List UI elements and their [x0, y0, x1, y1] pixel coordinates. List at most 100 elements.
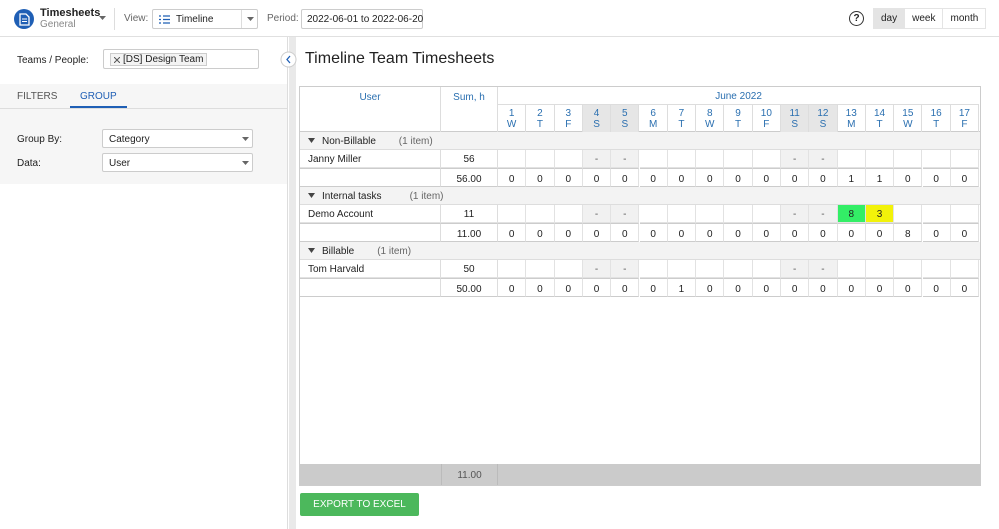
day-cell[interactable] [894, 260, 923, 278]
day-cell[interactable] [752, 205, 781, 223]
day-cell[interactable] [724, 150, 753, 168]
period-input[interactable]: 2022-06-01 to 2022-06-20 [301, 9, 423, 29]
group-row[interactable]: Internal tasks (1 item) [300, 187, 980, 205]
range-button[interactable]: month [942, 9, 985, 28]
day-cell[interactable]: - [809, 150, 838, 168]
total-day: 0 [554, 168, 583, 187]
total-day: 0 [724, 278, 753, 297]
day-cell[interactable] [639, 205, 668, 223]
teams-label: Teams / People: [17, 55, 89, 66]
day-cell[interactable]: - [611, 260, 640, 278]
day-cell[interactable] [724, 205, 753, 223]
day-cell[interactable]: - [809, 205, 838, 223]
day-cell[interactable]: - [781, 260, 810, 278]
total-day: 0 [667, 223, 697, 242]
day-cell[interactable] [950, 150, 980, 168]
help-button[interactable]: ? [849, 11, 864, 26]
day-cell[interactable] [724, 260, 753, 278]
day-cell[interactable] [526, 260, 555, 278]
total-day: 0 [837, 278, 866, 297]
day-cell[interactable] [894, 205, 923, 223]
day-cell[interactable] [865, 260, 895, 278]
total-day: 0 [781, 168, 810, 187]
total-day: 0 [752, 168, 781, 187]
day-cell[interactable]: - [582, 150, 612, 168]
day-cell[interactable] [554, 205, 583, 223]
day-cell[interactable] [667, 260, 697, 278]
day-cell[interactable]: - [611, 205, 640, 223]
day-cell[interactable]: - [781, 150, 810, 168]
collapse-button[interactable] [280, 51, 297, 68]
total-day: 0 [498, 168, 527, 187]
day-of-week: S [791, 119, 798, 130]
day-cell[interactable]: - [781, 205, 810, 223]
total-day: 0 [865, 278, 895, 297]
app-title[interactable]: Timesheets [40, 7, 101, 19]
day-cell[interactable] [922, 205, 951, 223]
export-button[interactable]: EXPORT TO EXCEL [300, 493, 419, 516]
day-cell[interactable] [922, 260, 951, 278]
day-cell[interactable] [554, 260, 583, 278]
expand-toggle[interactable] [308, 193, 316, 199]
day-cell[interactable] [752, 150, 781, 168]
teams-input[interactable]: [DS] Design Team [103, 49, 259, 69]
expand-toggle[interactable] [308, 138, 316, 144]
total-day: 0 [582, 223, 612, 242]
total-day: 8 [894, 223, 923, 242]
range-button[interactable]: week [904, 9, 942, 28]
app-icon[interactable] [13, 8, 35, 30]
day-cell[interactable] [667, 150, 697, 168]
sum-cell: 56 [441, 150, 498, 168]
team-tag[interactable]: [DS] Design Team [110, 53, 208, 66]
day-cell[interactable] [950, 260, 980, 278]
data-select[interactable]: User [102, 153, 253, 172]
day-cell[interactable] [498, 260, 527, 278]
day-cell[interactable] [639, 260, 668, 278]
tag-remove[interactable] [114, 57, 120, 63]
day-cell[interactable]: - [809, 260, 838, 278]
day-cell[interactable] [894, 150, 923, 168]
day-cell[interactable]: 3 [865, 205, 895, 223]
day-of-week: W [705, 119, 715, 130]
day-cell[interactable] [696, 205, 725, 223]
day-cell[interactable] [837, 260, 866, 278]
group-row[interactable]: Billable (1 item) [300, 242, 980, 260]
day-cell[interactable] [696, 260, 725, 278]
total-day: 0 [611, 223, 640, 242]
day-cell[interactable] [837, 150, 866, 168]
app-caret[interactable] [99, 16, 107, 22]
expand-toggle[interactable] [308, 248, 316, 254]
day-cell[interactable] [526, 205, 555, 223]
data-value: User [109, 158, 131, 169]
day-cell[interactable] [498, 150, 527, 168]
tab[interactable]: GROUP [70, 84, 127, 108]
day-cell[interactable] [696, 150, 725, 168]
day-cell[interactable] [950, 205, 980, 223]
day-cell[interactable] [922, 150, 951, 168]
day-cell[interactable]: - [582, 205, 612, 223]
day-cell[interactable] [667, 205, 697, 223]
group-row[interactable]: Non-Billable (1 item) [300, 132, 980, 150]
day-cell[interactable]: - [611, 150, 640, 168]
day-cell[interactable] [752, 260, 781, 278]
day-cell[interactable]: 8 [837, 205, 866, 223]
group-by-select[interactable]: Category [102, 129, 253, 148]
total-day: 0 [498, 223, 527, 242]
day-cell[interactable] [526, 150, 555, 168]
day-cell[interactable] [554, 150, 583, 168]
day-number: 2 [537, 108, 543, 119]
tab[interactable]: FILTERS [17, 91, 58, 102]
user-cell: Demo Account [300, 205, 441, 223]
day-cell[interactable] [498, 205, 527, 223]
caret [242, 137, 249, 141]
caret [242, 161, 249, 165]
day-cell[interactable] [639, 150, 668, 168]
splitter[interactable] [289, 37, 296, 529]
view-select[interactable]: Timeline [152, 9, 258, 29]
range-button[interactable]: day [874, 9, 905, 28]
day-cell[interactable]: - [582, 260, 612, 278]
day-number: 6 [650, 108, 656, 119]
day-cell[interactable] [865, 150, 895, 168]
day-number: 12 [817, 108, 829, 119]
